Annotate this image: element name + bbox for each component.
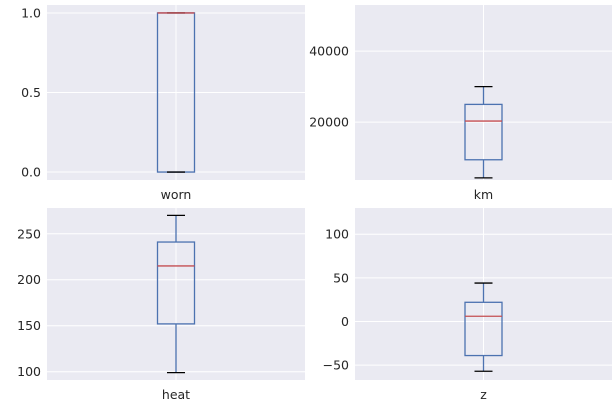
- x-tick-label: km: [474, 187, 493, 202]
- y-tick-label: 20000: [309, 115, 349, 130]
- y-tick-label: 1.0: [21, 5, 41, 20]
- y-tick-label: 150: [17, 318, 41, 333]
- y-tick-label: 100: [325, 227, 349, 242]
- box-iqr: [464, 103, 503, 161]
- y-tick-label: 40000: [309, 44, 349, 59]
- subplot-worn: 0.0 0.5 1.0 worn: [21, 5, 305, 202]
- subplot-heat: 100 150 200 250 heat: [17, 208, 305, 402]
- y-tick-label: 250: [17, 226, 41, 241]
- x-tick-label: worn: [161, 187, 192, 202]
- y-tick-label: 100: [17, 364, 41, 379]
- box-iqr: [156, 241, 196, 325]
- box-iqr: [464, 301, 503, 357]
- y-tick-label: 0.0: [21, 165, 41, 180]
- y-tick-label: 200: [17, 272, 41, 287]
- subplot-km: 20000 40000 km: [309, 5, 612, 202]
- x-tick-label: z: [480, 387, 487, 402]
- y-tick-label: 50: [333, 270, 349, 285]
- x-tick-label: heat: [162, 387, 190, 402]
- subplot-z: −50 0 50 100 z: [323, 208, 612, 402]
- y-tick-label: 0.5: [21, 85, 41, 100]
- y-tick-label: 0: [341, 314, 349, 329]
- y-tick-label: −50: [323, 358, 349, 373]
